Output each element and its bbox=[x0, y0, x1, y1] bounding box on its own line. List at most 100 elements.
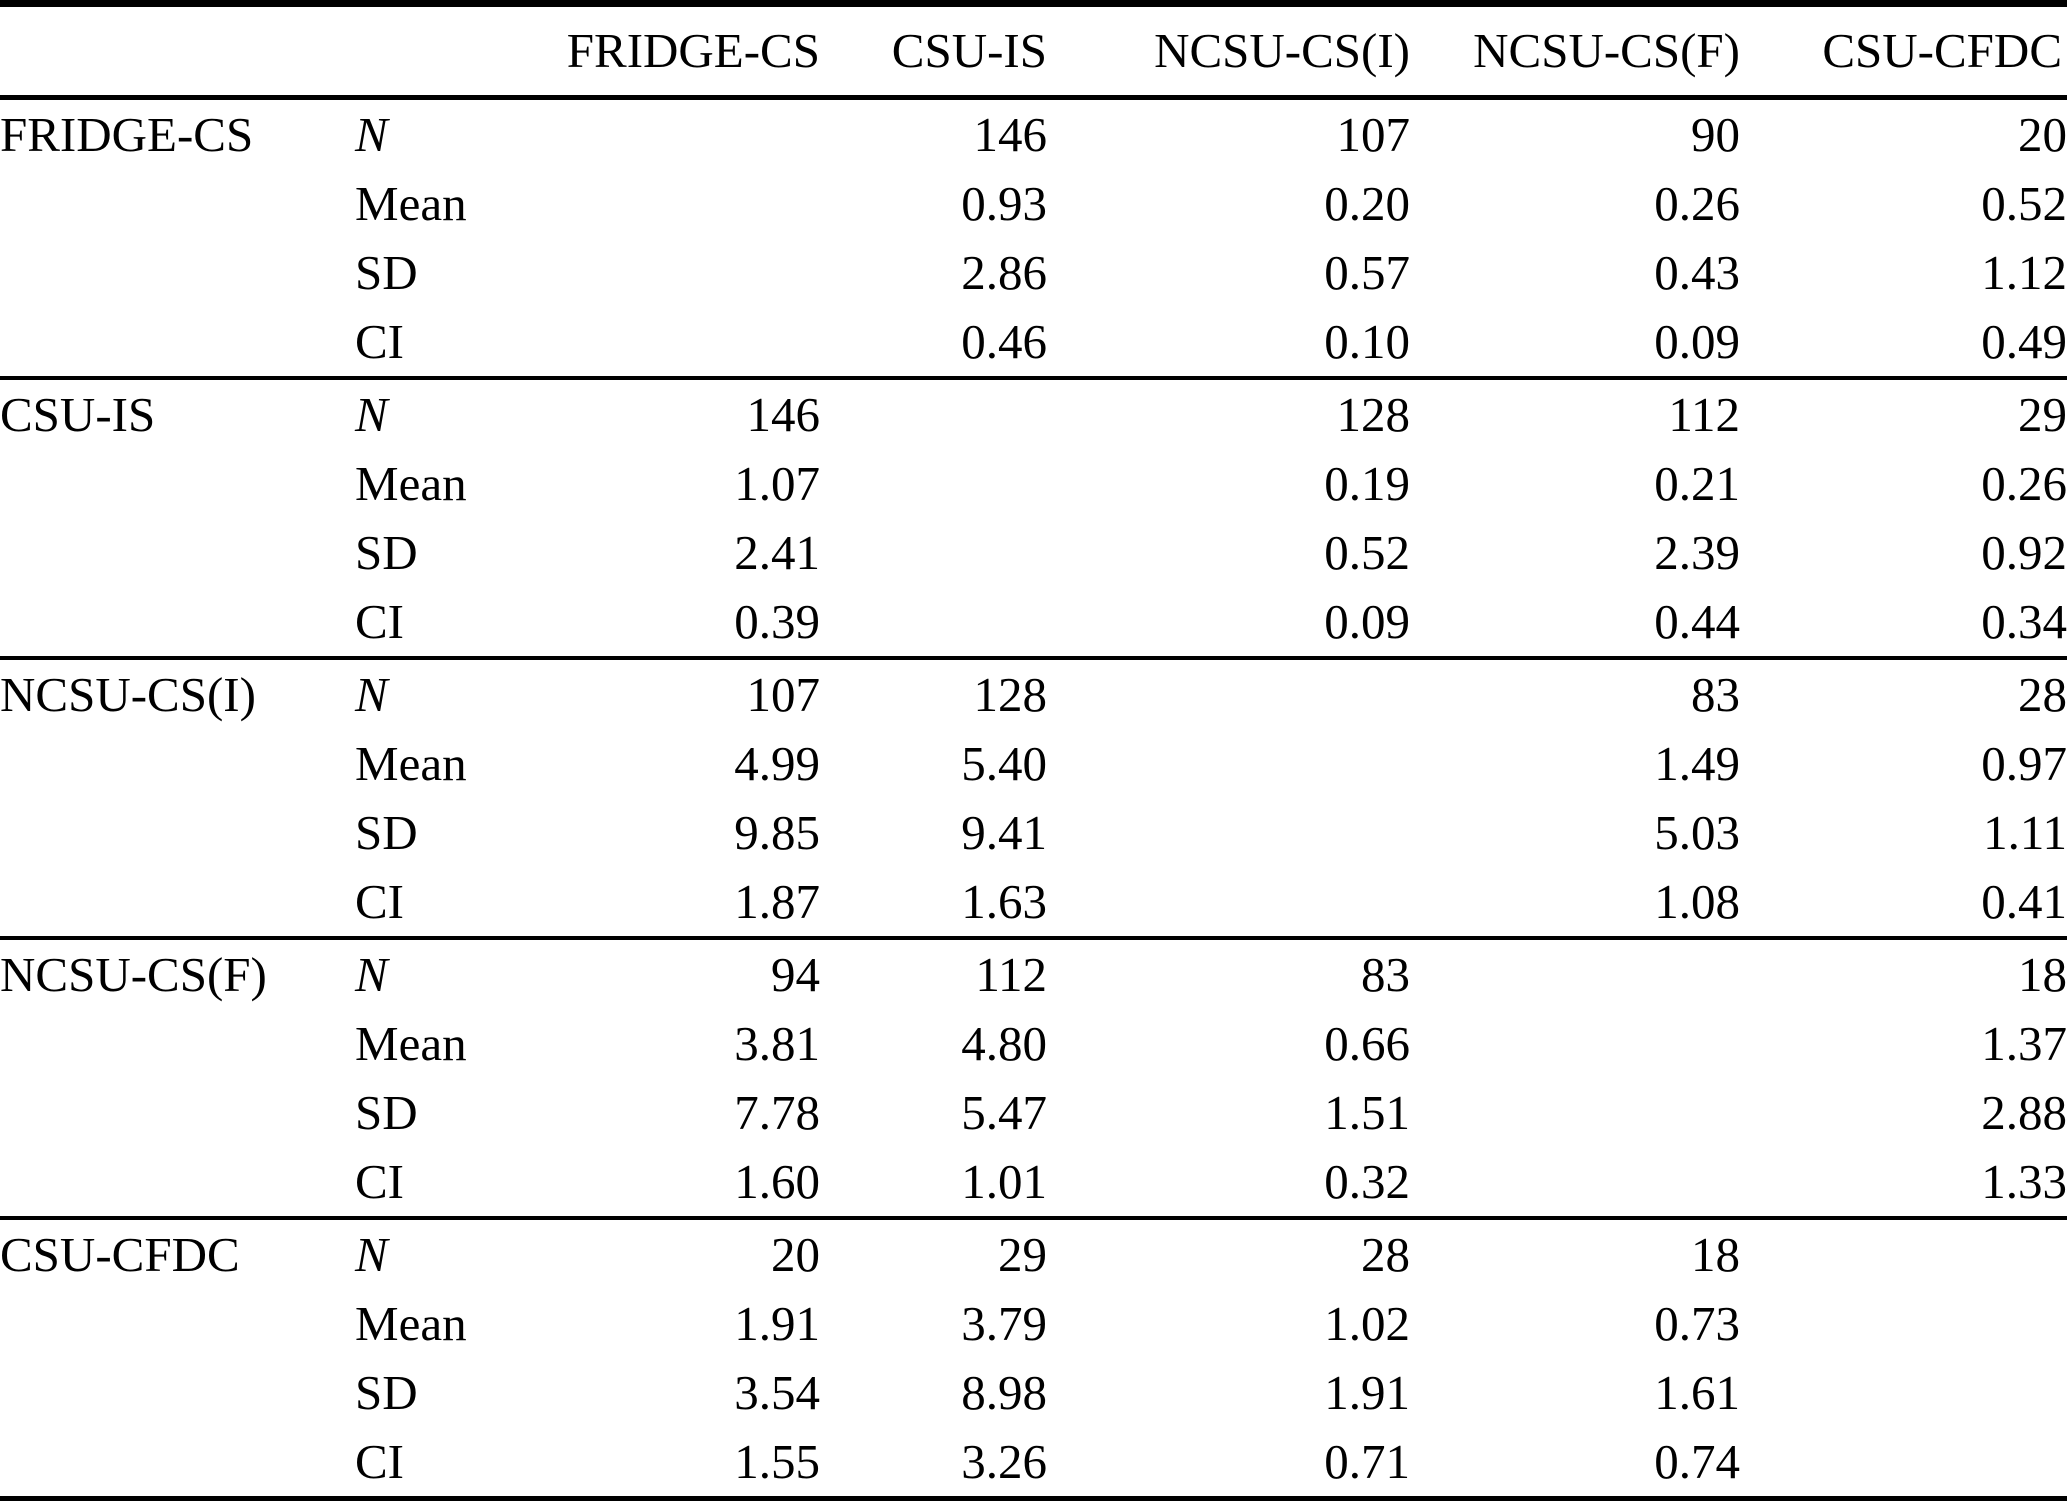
cell-value: 0.20 bbox=[1324, 176, 1410, 231]
table-row: CI 1.55 3.26 0.71 0.74 bbox=[0, 1427, 2067, 1499]
stat-label: Mean bbox=[355, 736, 467, 791]
table-row: Mean 4.99 5.40 1.49 0.97 bbox=[0, 729, 2067, 798]
row-group: NCSU-CS(F) N 94 112 83 18 Mean 3.81 4.80… bbox=[0, 938, 2067, 1218]
cell-value: 0.26 bbox=[1981, 456, 2067, 511]
cell-value: 146 bbox=[746, 387, 821, 442]
cell-value: 94 bbox=[771, 947, 820, 1002]
stat-label: CI bbox=[355, 594, 404, 649]
cell-value: 5.03 bbox=[1654, 805, 1740, 860]
cell-value: 29 bbox=[2018, 387, 2067, 442]
cell-value: 0.21 bbox=[1654, 456, 1740, 511]
cell-value: 83 bbox=[1691, 667, 1740, 722]
stat-label: CI bbox=[355, 1434, 404, 1489]
cell-value bbox=[820, 378, 1047, 449]
cell-value: 128 bbox=[973, 667, 1048, 722]
table-row: Mean 3.81 4.80 0.66 1.37 bbox=[0, 1009, 2067, 1078]
cell-value bbox=[1410, 938, 1740, 1009]
table-row: CI 0.39 0.09 0.44 0.34 bbox=[0, 587, 2067, 658]
cell-value: 1.51 bbox=[1324, 1085, 1410, 1140]
cell-value bbox=[820, 587, 1047, 658]
cell-value bbox=[1740, 1427, 2067, 1499]
table-row: NCSU-CS(I) N 107 128 83 28 bbox=[0, 658, 2067, 729]
cell-value: 107 bbox=[1336, 107, 1411, 162]
cell-value: 0.34 bbox=[1981, 594, 2067, 649]
cell-value: 7.78 bbox=[734, 1085, 820, 1140]
cell-value bbox=[820, 518, 1047, 587]
row-group: CSU-IS N 146 128 112 29 Mean 1.07 0.19 0… bbox=[0, 378, 2067, 658]
cell-value bbox=[1740, 1289, 2067, 1358]
row-group-label: CSU-IS bbox=[0, 387, 156, 442]
cell-value: 9.41 bbox=[961, 805, 1047, 860]
cell-value: 0.43 bbox=[1654, 245, 1740, 300]
cell-value bbox=[1740, 1218, 2067, 1289]
cell-value: 0.71 bbox=[1324, 1434, 1410, 1489]
stat-label: N bbox=[355, 107, 388, 162]
cell-value bbox=[1047, 658, 1410, 729]
cell-value: 1.11 bbox=[1983, 805, 2067, 860]
cell-value: 0.49 bbox=[1981, 314, 2067, 369]
table-row: SD 2.86 0.57 0.43 1.12 bbox=[0, 238, 2067, 307]
cell-value: 1.08 bbox=[1654, 874, 1740, 929]
column-header-csu-cfdc: CSU-CFDC bbox=[1822, 23, 2062, 78]
table-row: SD 7.78 5.47 1.51 2.88 bbox=[0, 1078, 2067, 1147]
cell-value: 20 bbox=[2018, 107, 2067, 162]
cell-value: 107 bbox=[746, 667, 821, 722]
cell-value: 0.92 bbox=[1981, 525, 2067, 580]
column-header-ncsu-cs-i: NCSU-CS(I) bbox=[1154, 23, 1410, 78]
stat-label: CI bbox=[355, 1154, 404, 1209]
cell-value: 29 bbox=[998, 1227, 1047, 1282]
cell-value: 28 bbox=[2018, 667, 2067, 722]
cell-value bbox=[1047, 867, 1410, 938]
cell-value: 1.63 bbox=[961, 874, 1047, 929]
cell-value: 0.09 bbox=[1654, 314, 1740, 369]
cell-value: 1.61 bbox=[1654, 1365, 1740, 1420]
table-header-row: FRIDGE-CS CSU-IS NCSU-CS(I) NCSU-CS(F) C… bbox=[0, 4, 2067, 98]
cell-value: 20 bbox=[771, 1227, 820, 1282]
cell-value: 18 bbox=[2018, 947, 2067, 1002]
stat-label: SD bbox=[355, 1365, 418, 1420]
cell-value: 0.93 bbox=[961, 176, 1047, 231]
cell-value bbox=[523, 98, 820, 170]
cell-value: 0.39 bbox=[734, 594, 820, 649]
stat-label: N bbox=[355, 387, 388, 442]
cell-value bbox=[1410, 1009, 1740, 1078]
stat-label: SD bbox=[355, 805, 418, 860]
cell-value: 3.79 bbox=[961, 1296, 1047, 1351]
cell-value bbox=[1410, 1147, 1740, 1218]
cell-value: 83 bbox=[1361, 947, 1410, 1002]
row-group: NCSU-CS(I) N 107 128 83 28 Mean 4.99 5.4… bbox=[0, 658, 2067, 938]
cell-value: 0.46 bbox=[961, 314, 1047, 369]
cell-value: 0.10 bbox=[1324, 314, 1410, 369]
stat-label: SD bbox=[355, 1085, 418, 1140]
row-group: CSU-CFDC N 20 29 28 18 Mean 1.91 3.79 1.… bbox=[0, 1218, 2067, 1499]
table-row: CSU-CFDC N 20 29 28 18 bbox=[0, 1218, 2067, 1289]
row-group-label: NCSU-CS(F) bbox=[0, 947, 267, 1002]
stat-label: N bbox=[355, 1227, 388, 1282]
cell-value: 4.80 bbox=[961, 1016, 1047, 1071]
stat-label: Mean bbox=[355, 176, 467, 231]
cell-value: 0.09 bbox=[1324, 594, 1410, 649]
column-header-fridge-cs: FRIDGE-CS bbox=[566, 23, 820, 78]
cell-value: 0.57 bbox=[1324, 245, 1410, 300]
cell-value: 1.60 bbox=[734, 1154, 820, 1209]
table-row: SD 3.54 8.98 1.91 1.61 bbox=[0, 1358, 2067, 1427]
cell-value: 0.66 bbox=[1324, 1016, 1410, 1071]
cell-value: 1.02 bbox=[1324, 1296, 1410, 1351]
cell-value: 3.54 bbox=[734, 1365, 820, 1420]
cell-value: 3.26 bbox=[961, 1434, 1047, 1489]
cell-value: 2.39 bbox=[1654, 525, 1740, 580]
stat-label: SD bbox=[355, 245, 418, 300]
stat-label: CI bbox=[355, 874, 404, 929]
stat-label: SD bbox=[355, 525, 418, 580]
cell-value: 0.74 bbox=[1654, 1434, 1740, 1489]
stat-label: Mean bbox=[355, 1296, 467, 1351]
cell-value: 112 bbox=[975, 947, 1047, 1002]
stat-label: Mean bbox=[355, 1016, 467, 1071]
cell-value: 5.47 bbox=[961, 1085, 1047, 1140]
cell-value: 146 bbox=[973, 107, 1048, 162]
stat-label: N bbox=[355, 947, 388, 1002]
cell-value bbox=[523, 169, 820, 238]
cell-value: 1.01 bbox=[961, 1154, 1047, 1209]
